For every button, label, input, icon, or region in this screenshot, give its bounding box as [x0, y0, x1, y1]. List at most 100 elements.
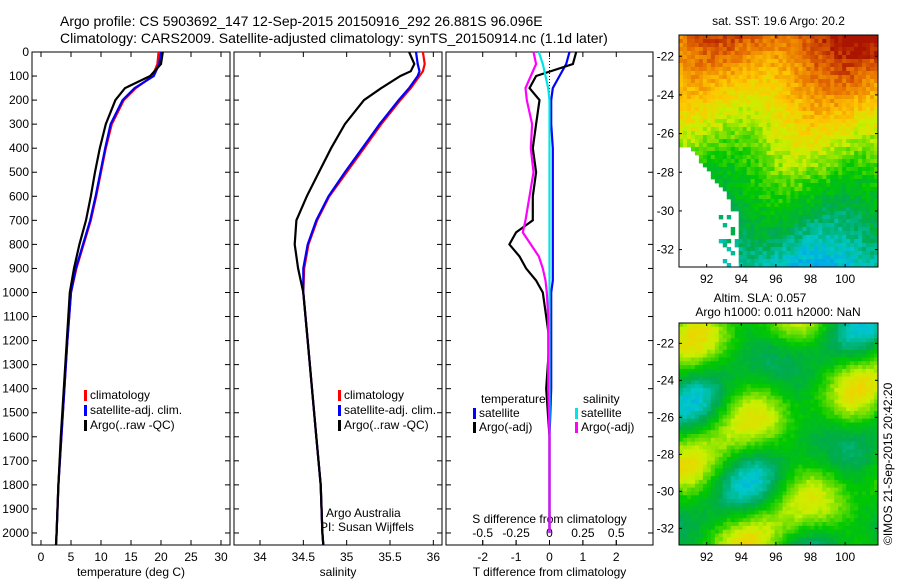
map-cell	[846, 453, 851, 458]
map-cell	[854, 464, 859, 469]
map-cell	[746, 175, 752, 180]
map-cell	[758, 119, 763, 124]
map-cell	[814, 338, 819, 343]
map-cell	[786, 456, 791, 462]
map-cell	[858, 67, 863, 72]
map-cell	[750, 353, 756, 358]
map-cell	[854, 345, 859, 351]
map-cell	[758, 426, 763, 431]
map-cell	[822, 63, 827, 68]
map-cell	[758, 219, 763, 224]
map-cell	[778, 131, 783, 136]
map-cell	[802, 407, 807, 412]
map-cell	[870, 368, 875, 374]
map-cell	[758, 91, 763, 96]
map-cell	[758, 47, 763, 52]
map-cell	[726, 159, 732, 164]
map-cell	[694, 99, 700, 104]
map-cell	[682, 449, 688, 454]
map-cell	[790, 155, 795, 160]
map-cell	[686, 135, 692, 140]
map-cell	[770, 334, 775, 339]
map-cell	[766, 227, 771, 232]
map-cell	[814, 163, 819, 168]
map-cell	[690, 67, 696, 72]
map-cell	[806, 203, 811, 208]
map-cell	[802, 59, 807, 64]
map-cell	[754, 437, 759, 443]
map-cell	[742, 445, 748, 450]
map-cell	[794, 418, 799, 423]
map-cell	[718, 147, 724, 152]
map-cell	[698, 323, 704, 328]
map-cell	[734, 151, 740, 156]
map-cell	[814, 39, 819, 44]
map-cell	[870, 353, 875, 358]
map-cell	[866, 159, 871, 164]
map-cell	[814, 430, 819, 435]
map-cell	[706, 476, 712, 481]
map-cell	[806, 199, 811, 204]
map-cell	[758, 334, 763, 339]
map-cell	[742, 251, 748, 256]
map-cell	[730, 411, 736, 416]
map-cell	[790, 127, 795, 132]
map-cell	[862, 349, 867, 355]
map-cell	[854, 251, 859, 256]
map-cell	[762, 464, 767, 469]
map-cell	[702, 376, 708, 381]
map-cell	[874, 159, 879, 164]
map-cell	[726, 135, 732, 140]
map-cell	[846, 376, 851, 381]
map-cell	[754, 479, 759, 485]
map-cell	[874, 449, 879, 454]
map-cell	[750, 479, 756, 485]
map-cell	[842, 395, 847, 400]
map-cell	[690, 345, 696, 351]
map-cell	[730, 426, 736, 431]
map-cell	[838, 115, 843, 120]
map-cell	[846, 407, 851, 412]
map-cell	[834, 437, 839, 443]
map-cell	[818, 191, 823, 196]
map-cell	[854, 399, 859, 404]
map-cell	[814, 63, 819, 68]
map-cell	[758, 87, 763, 92]
map-cell	[782, 422, 787, 427]
map-cell	[782, 430, 787, 435]
map-cell	[794, 155, 799, 160]
map-cell	[746, 55, 752, 60]
y-tick-label: 1800	[2, 478, 29, 492]
map-cell	[818, 159, 823, 164]
map-cell	[782, 255, 787, 260]
map-cell	[794, 445, 799, 450]
map-cell	[870, 345, 875, 351]
map-cell	[786, 239, 791, 244]
map-cell	[870, 235, 875, 240]
map-cell	[742, 430, 748, 435]
map-cell	[679, 453, 684, 458]
map-cell	[870, 191, 875, 196]
map-cell	[826, 155, 831, 160]
map-cell	[802, 95, 807, 100]
map-cell	[794, 255, 799, 260]
map-cell	[770, 449, 775, 454]
map-cell	[870, 111, 875, 116]
map-cell	[730, 199, 736, 204]
map-cell	[818, 51, 823, 56]
map-cell	[834, 399, 839, 404]
map-cell	[754, 391, 759, 397]
map-cell	[842, 330, 847, 335]
map-cell	[850, 71, 855, 76]
map-cell	[726, 123, 732, 128]
map-cell	[738, 330, 744, 335]
map-cell	[738, 239, 744, 244]
map-cell	[818, 418, 823, 423]
map-cell	[742, 67, 748, 72]
map-cell	[846, 175, 851, 180]
map-cell	[730, 437, 736, 443]
map-cell	[770, 434, 775, 439]
map-cell	[842, 211, 847, 216]
map-cell	[870, 55, 875, 60]
map-cell	[810, 143, 815, 148]
